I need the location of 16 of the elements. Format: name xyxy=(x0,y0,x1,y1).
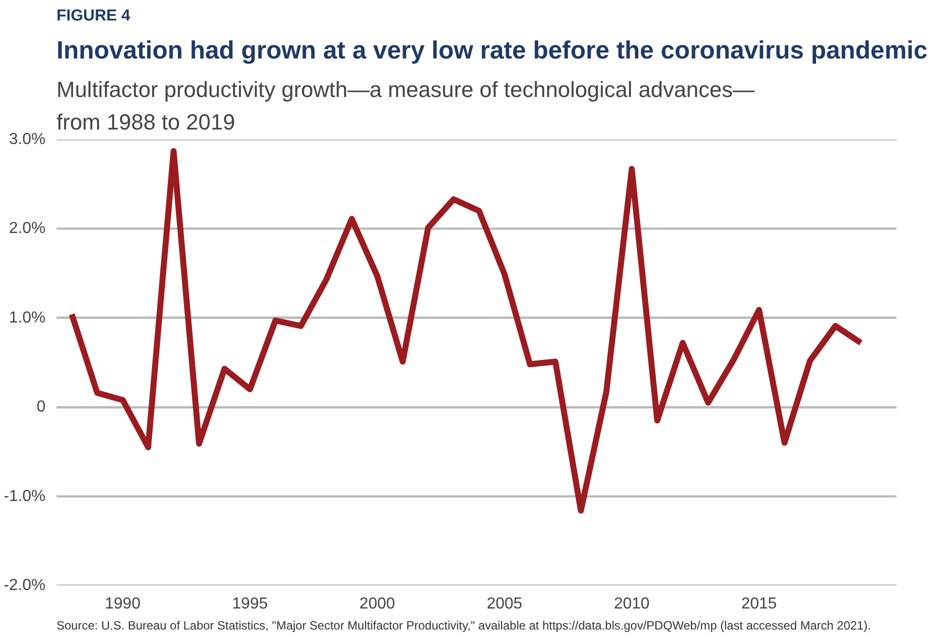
chart-subtitle: Multifactor productivity growth—a measure of technological advances— from 1988 to 2019 xyxy=(56,77,755,134)
x-tick-label: 1995 xyxy=(232,596,268,612)
caption: FIGURE 4 xyxy=(56,8,130,24)
y-tick-label: 3.0% xyxy=(9,131,46,148)
y-tick-label: 1.0% xyxy=(9,309,46,326)
source-note: Source: U.S. Bureau of Labor Statistics, "Major Sector Multifactor Productivity," available at https://data.bls.gov/PDQWeb/mp (last accessed March 2021). xyxy=(56,618,871,632)
y-tick-label: -1.0% xyxy=(4,488,46,505)
x-tick-label: 2015 xyxy=(741,596,777,612)
y-tick-label: -2.0% xyxy=(4,577,46,594)
y-tick-label: 2.0% xyxy=(9,220,46,238)
y-tick-label: 0 xyxy=(36,398,46,416)
x-tick-label: 2005 xyxy=(486,596,522,612)
x-tick-label: 1990 xyxy=(104,596,141,612)
chart-title: Innovation had grown at a very low rate before the coronavirus pandemic xyxy=(56,36,928,64)
x-tick-label: 2010 xyxy=(614,596,650,612)
x-tick-label: 2000 xyxy=(359,596,396,612)
